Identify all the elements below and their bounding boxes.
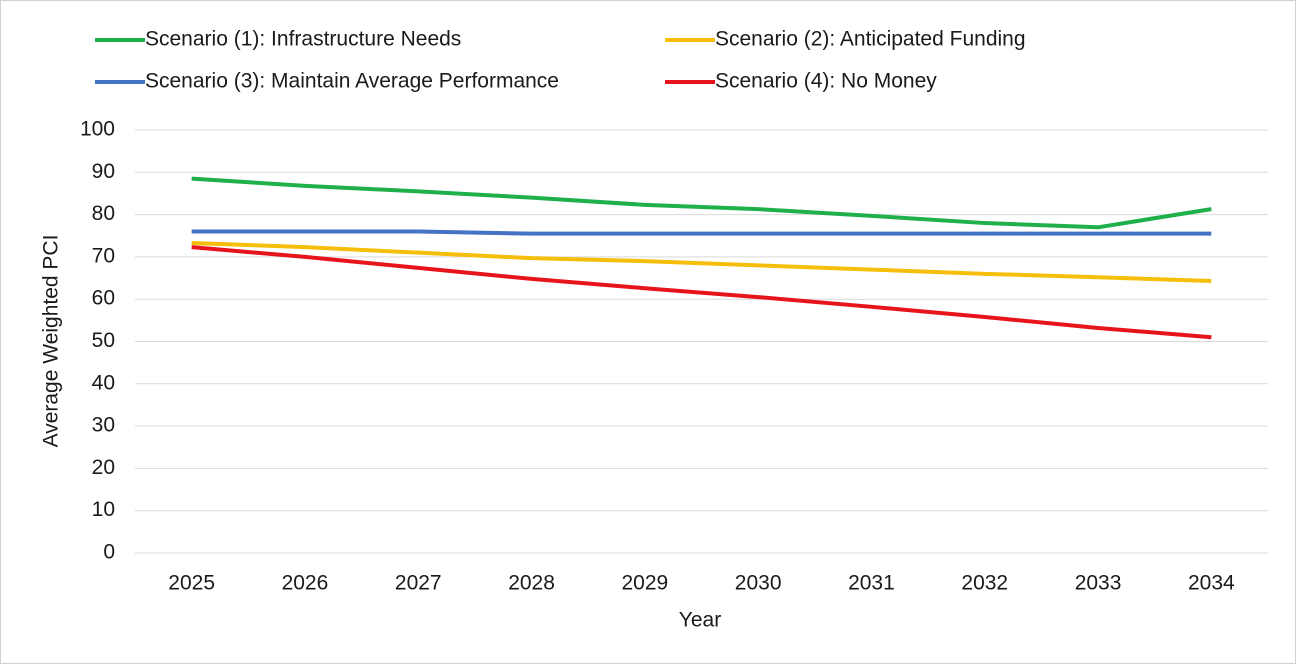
y-tick-label: 50: [92, 329, 115, 352]
series-line: [191, 229, 1212, 236]
x-tick-label: 2025: [168, 572, 215, 595]
y-tick-label: 90: [92, 160, 115, 183]
x-tick-label: 2026: [282, 572, 329, 595]
y-tick-label: 20: [92, 456, 115, 479]
series-line: [191, 240, 1212, 284]
y-tick-label: 40: [92, 371, 115, 394]
x-tick-label: 2027: [395, 572, 442, 595]
y-tick-label: 0: [103, 541, 115, 564]
y-tick-label: 80: [92, 202, 115, 225]
x-tick-label: 2028: [508, 572, 555, 595]
y-tick-label: 10: [92, 498, 115, 521]
x-axis-title: Year: [679, 609, 721, 632]
y-axis-title: Average Weighted PCI: [40, 235, 63, 448]
y-tick-label: 70: [92, 244, 115, 267]
legend-label: Scenario (4): No Money: [715, 70, 937, 93]
x-tick-label: 2033: [1075, 572, 1122, 595]
series-line: [191, 245, 1212, 340]
legend-label: Scenario (3): Maintain Average Performan…: [145, 70, 559, 93]
series-line: [191, 176, 1212, 230]
legend-label: Scenario (2): Anticipated Funding: [715, 28, 1026, 51]
x-tick-label: 2034: [1188, 572, 1235, 595]
x-tick-label: 2032: [961, 572, 1008, 595]
legend-label: Scenario (1): Infrastructure Needs: [145, 28, 461, 51]
x-tick-label: 2031: [848, 572, 895, 595]
y-tick-label: 60: [92, 287, 115, 310]
y-tick-label: 30: [92, 414, 115, 437]
x-tick-label: 2030: [735, 572, 782, 595]
y-tick-label: 100: [80, 118, 115, 141]
x-tick-label: 2029: [621, 572, 668, 595]
